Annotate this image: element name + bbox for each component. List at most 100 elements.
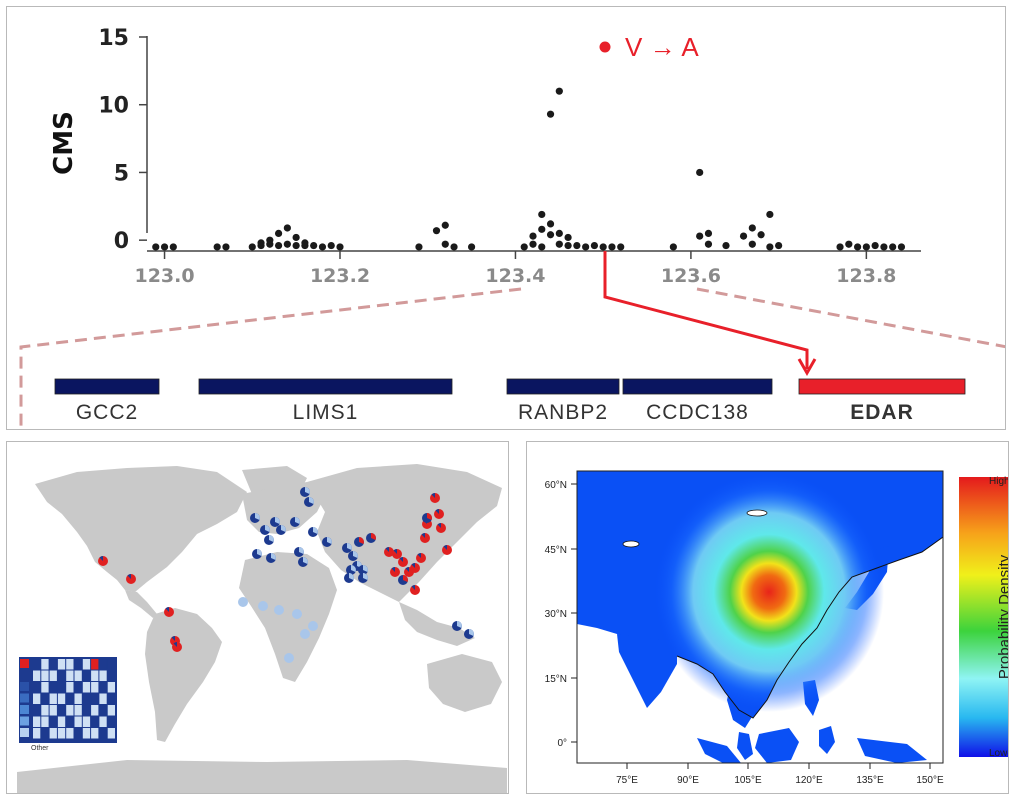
legend-cell <box>49 716 57 727</box>
pie-slice <box>411 585 415 590</box>
legend-cell <box>66 716 74 727</box>
gene-label-edar: EDAR <box>850 401 914 424</box>
data-point <box>704 240 713 248</box>
data-point <box>564 233 572 242</box>
data-point <box>432 227 441 235</box>
legend-cell <box>99 659 107 670</box>
legend-cell <box>91 670 99 681</box>
legend-cell <box>99 670 107 681</box>
lat-tick-label: 30°N <box>545 609 567 620</box>
variant-label: V → A <box>625 32 699 62</box>
pie-slice <box>427 513 432 520</box>
pie-slice <box>391 567 395 572</box>
pie-slice <box>299 547 304 554</box>
data-point <box>845 240 853 248</box>
legend-cell <box>107 693 115 704</box>
data-point <box>617 243 625 251</box>
x-tick-label: 123.2 <box>310 265 370 287</box>
new-guinea <box>857 738 927 763</box>
legend-cell <box>82 728 91 739</box>
legend-cell <box>74 693 82 704</box>
lon-tick-label: 120°E <box>795 775 823 786</box>
pie-slice <box>435 509 439 514</box>
lat-tick-label: 15°N <box>545 674 567 685</box>
pie-slice <box>371 533 376 540</box>
legend-swatch <box>20 659 29 668</box>
legend-cell <box>33 670 41 681</box>
world-map-panel: Other <box>6 441 509 794</box>
pie-slice <box>437 523 441 528</box>
legend-cell <box>41 728 49 739</box>
coastline <box>676 536 943 719</box>
data-point <box>248 243 256 251</box>
pie-chart <box>292 609 302 619</box>
world-map: Other <box>17 464 507 793</box>
lon-tick-label: 135°E <box>856 775 884 786</box>
legend-cell <box>107 682 115 693</box>
data-point <box>520 243 528 251</box>
pie-slice <box>347 543 352 550</box>
lat-tick-label: 0° <box>557 738 567 749</box>
legend-swatch <box>20 705 29 714</box>
legend-cell <box>33 682 41 693</box>
data-point <box>775 241 783 250</box>
data-point <box>213 243 221 251</box>
data-point <box>318 243 327 251</box>
density-hotspot <box>654 472 884 712</box>
gene-label-lims1: LIMS1 <box>293 401 359 424</box>
data-point <box>599 243 607 251</box>
legend-cell <box>49 693 57 704</box>
malay-peninsula <box>737 732 753 760</box>
pie-slice <box>309 497 314 504</box>
map-ticks: 60°N 45°N 30°N 15°N 0° 75°E 90°E 105°E 120°E 135°… <box>545 480 944 786</box>
colorbar-low: Lower <box>989 748 1009 759</box>
pie-slice <box>349 573 354 580</box>
legend-cell <box>107 659 115 670</box>
data-point <box>564 241 572 250</box>
legend-cell <box>74 705 82 716</box>
legend-cell <box>33 728 41 739</box>
y-tick-label: 5 <box>114 161 129 186</box>
data-point <box>257 239 265 247</box>
pie-slice <box>431 493 435 498</box>
legend-cell <box>74 659 82 670</box>
highlight-point <box>599 41 611 53</box>
cms-panel: 0 5 10 15 123.0 123.2 123.4 123.6 123.8 GCC2 LIMS… <box>6 6 1006 430</box>
data-point <box>555 240 563 248</box>
data-point <box>169 243 177 251</box>
legend-cell <box>74 682 82 693</box>
data-point <box>529 240 537 248</box>
southeast-asia <box>399 602 475 646</box>
density-map-area <box>577 471 943 763</box>
data-point <box>696 168 704 177</box>
data-point <box>862 243 870 251</box>
colorbar-label: Probability Density <box>996 554 1009 679</box>
pie-slice <box>281 525 286 532</box>
data-point <box>897 243 906 251</box>
pie-slice <box>385 547 389 552</box>
gene-bar-gcc2 <box>54 378 160 395</box>
pie-slice <box>351 565 356 572</box>
pie-slice <box>303 557 308 564</box>
data-point <box>669 243 677 251</box>
x-tick-label: 123.8 <box>836 265 896 287</box>
pie-slice <box>457 621 462 628</box>
data-point <box>310 241 318 250</box>
borneo <box>755 728 799 763</box>
legend-cell <box>91 693 99 704</box>
population-pies <box>98 487 474 663</box>
legend-cell <box>66 728 74 739</box>
lat-tick-label: 45°N <box>545 545 567 556</box>
pie-chart <box>308 621 318 631</box>
pie-slice <box>411 563 415 568</box>
legend-cell <box>66 693 74 704</box>
pie-chart <box>274 605 284 615</box>
data-point <box>766 210 774 219</box>
edar-pointer-arrowhead <box>797 358 817 377</box>
legend-cell <box>99 728 107 739</box>
pie-slice <box>275 517 280 524</box>
pie-slice <box>327 537 332 544</box>
sulawesi <box>819 726 835 754</box>
pie-slice <box>403 575 408 582</box>
data-point <box>555 87 563 95</box>
